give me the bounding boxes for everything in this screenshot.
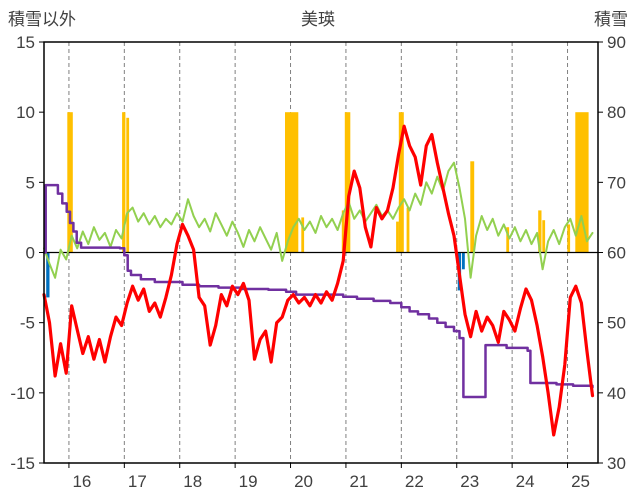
red-line xyxy=(42,124,595,437)
right-axis-title: 積雪 xyxy=(594,10,628,29)
green-line xyxy=(43,161,594,279)
orange-bars xyxy=(341,210,345,253)
blue-bars xyxy=(462,252,465,270)
x-axis-tick-label: 18 xyxy=(183,472,202,491)
x-axis-tick-label: 25 xyxy=(571,472,590,491)
orange-bars xyxy=(575,112,589,253)
orange-bars xyxy=(406,207,410,253)
x-axis-tick-label: 24 xyxy=(516,472,535,491)
orange-bars xyxy=(567,224,571,253)
left-axis-tick-label: -15 xyxy=(10,454,35,473)
orange-bars xyxy=(301,217,305,253)
orange-bars xyxy=(470,161,475,253)
left-axis-tick-label: -5 xyxy=(20,314,35,333)
purple-step-line xyxy=(42,183,594,399)
left-axis-tick-label: 15 xyxy=(16,33,35,52)
x-axis-tick-label: 17 xyxy=(128,472,147,491)
blue-bars xyxy=(46,252,50,298)
x-axis-tick-label: 22 xyxy=(405,472,424,491)
left-axis-tick-label: -10 xyxy=(10,384,35,403)
right-axis-tick-label: 40 xyxy=(607,384,626,403)
orange-bars xyxy=(398,112,404,253)
orange-bars xyxy=(285,112,299,253)
right-axis-tick-label: 70 xyxy=(607,173,626,192)
plot-border xyxy=(43,41,599,464)
right-axis-tick-label: 30 xyxy=(607,454,626,473)
x-axis-tick-label: 21 xyxy=(349,472,368,491)
right-axis-tick-label: 90 xyxy=(607,33,626,52)
right-axis-tick-label: 60 xyxy=(607,244,626,263)
x-axis-tick-label: 19 xyxy=(239,472,258,491)
left-axis-tick-label: 0 xyxy=(26,244,35,263)
left-axis-tick-label: 10 xyxy=(16,103,35,122)
right-axis-tick-label: 80 xyxy=(607,103,626,122)
orange-bars xyxy=(506,227,510,253)
chart-title: 美瑛 xyxy=(301,10,335,29)
orange-bars xyxy=(126,117,130,253)
orange-bars xyxy=(542,220,546,253)
x-axis-tick-label: 20 xyxy=(294,472,313,491)
orange-bars xyxy=(396,221,399,253)
x-axis-tick-label: 23 xyxy=(460,472,479,491)
orange-bars xyxy=(122,112,126,253)
orange-bars xyxy=(67,112,73,253)
orange-bars xyxy=(538,210,542,253)
left-axis-title: 積雪以外 xyxy=(8,10,76,29)
right-axis-tick-label: 50 xyxy=(607,314,626,333)
left-axis-tick-label: 5 xyxy=(26,173,35,192)
orange-bars xyxy=(344,112,351,253)
x-axis-tick-label: 16 xyxy=(72,472,91,491)
